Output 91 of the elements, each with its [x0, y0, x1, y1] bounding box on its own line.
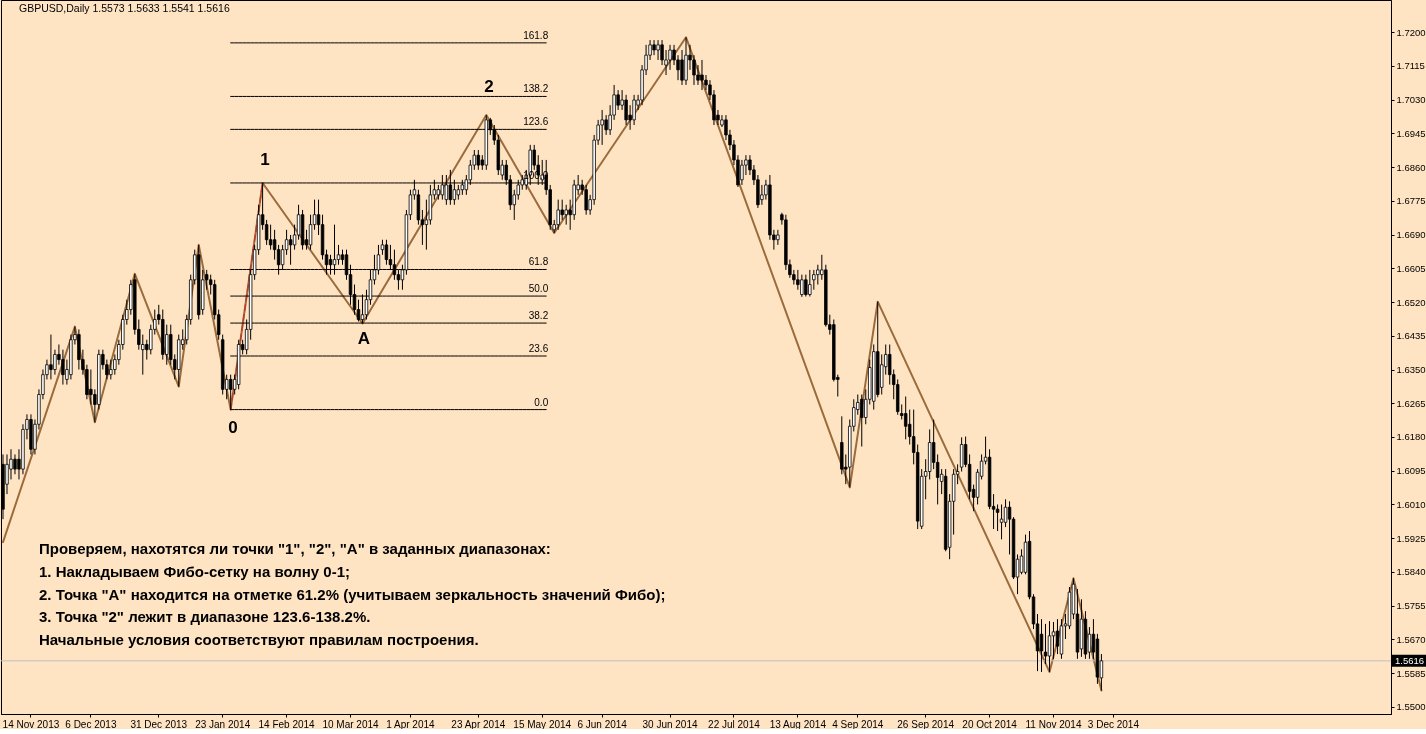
annotation: 2. Точка "A" находится на отметке 61.2% (учитываем зеркальность значений Фибо); — [39, 585, 666, 603]
y-tick-label: 1.7200 — [1396, 26, 1426, 38]
x-tick-label: 6 Jun 2014 — [577, 718, 628, 730]
x-tick-label: 30 Jun 2014 — [642, 718, 698, 730]
candlestick — [624, 94, 628, 126]
candlestick — [560, 199, 564, 221]
candlestick — [668, 44, 672, 71]
series-label: 61.8 — [528, 256, 549, 268]
x-tick-label: 31 Dec 2013 — [130, 718, 188, 730]
candlestick — [680, 49, 684, 86]
series-label: 23.6 — [528, 343, 549, 355]
candlestick — [1047, 620, 1052, 673]
y-tick-label: 1.6095 — [1396, 465, 1426, 477]
candlestick — [49, 334, 53, 380]
candlestick — [1055, 618, 1060, 655]
candlestick — [384, 239, 389, 266]
series-label: 0.0 — [534, 396, 549, 408]
annotation: 1 — [260, 150, 270, 169]
series-label: 123.6 — [523, 116, 549, 128]
candlestick — [700, 59, 704, 91]
y-tick-label: 1.6945 — [1396, 127, 1426, 139]
annotation: A — [357, 329, 371, 348]
chart-title: GBPUSD,Daily 1.5573 1.5633 1.5541 1.5616 — [19, 2, 230, 14]
annotation: 1. Накладываем Фибо-сетку на волну 0-1; — [39, 562, 350, 580]
y-tick-label: 1.6775 — [1396, 195, 1426, 207]
ref-line-label: 1.5616 — [1395, 654, 1425, 666]
candlestick — [268, 224, 273, 251]
annotation: 3. Точка "2" лежит в диапазоне 123.6-138.2%. — [39, 608, 371, 626]
y-tick-label: 1.6605 — [1396, 262, 1426, 274]
candlestick — [1043, 623, 1048, 665]
candlestick — [656, 39, 660, 61]
annotation: Проверяем, нахотятся ли точки "1", "2", "A" в заданных диапазонах: — [39, 540, 551, 557]
y-tick-label: 1.5670 — [1396, 633, 1426, 645]
x-tick-label: 15 May 2014 — [513, 718, 572, 730]
candlestick — [1051, 621, 1056, 660]
x-tick-label: 13 Aug 2014 — [769, 718, 827, 730]
candlestick — [652, 39, 656, 56]
annotation: Начальные условия соответствуют правилам построения. — [39, 631, 479, 649]
annotation: 0 — [228, 418, 238, 437]
y-tick-label: 1.6350 — [1396, 364, 1426, 375]
y-tick-label: 1.6265 — [1396, 397, 1426, 409]
y-tick-label: 1.5500 — [1396, 701, 1426, 713]
y-tick-label: 1.7115 — [1396, 60, 1425, 72]
x-tick-label: 3 Dec 2014 — [1087, 718, 1140, 730]
y-tick-label: 1.7030 — [1396, 94, 1426, 106]
y-tick-label: 1.6435 — [1396, 330, 1426, 342]
x-tick-label: 23 Jan 2014 — [195, 718, 251, 730]
series-label: 161.8 — [523, 29, 549, 41]
candlestick — [13, 453, 17, 475]
x-tick-label: 10 Mar 2014 — [322, 718, 379, 730]
x-tick-label: 23 Apr 2014 — [451, 718, 506, 730]
series-label: 138.2 — [523, 83, 549, 95]
candlestick — [564, 204, 568, 226]
candlestick — [999, 503, 1004, 540]
y-tick-label: 1.5585 — [1396, 667, 1426, 679]
candlestick — [816, 264, 820, 286]
series-label: 50.0 — [528, 283, 549, 295]
candlestick — [600, 109, 604, 146]
series-label: 38.2 — [528, 310, 549, 322]
x-tick-label: 20 Oct 2014 — [962, 718, 1018, 730]
y-tick-label: 1.6010 — [1396, 498, 1426, 510]
y-tick-label: 1.5925 — [1396, 532, 1426, 544]
candlestick — [959, 436, 964, 472]
candlestick — [584, 184, 588, 216]
y-tick-label: 1.5840 — [1396, 566, 1426, 578]
candlestick — [800, 274, 804, 298]
x-tick-label: 11 Nov 2014 — [1025, 718, 1082, 730]
candlestick — [860, 394, 864, 447]
y-tick-label: 1.6690 — [1396, 229, 1426, 241]
candlestick — [804, 274, 808, 297]
candlestick — [776, 229, 780, 246]
candlestick — [632, 94, 636, 126]
x-tick-label: 6 Dec 2013 — [65, 718, 117, 730]
x-tick-label: 14 Nov 2013 — [2, 718, 60, 730]
candlestick — [812, 269, 816, 291]
x-tick-label: 26 Sep 2014 — [897, 718, 955, 730]
x-tick-label: 4 Sep 2014 — [832, 718, 884, 730]
y-tick-label: 1.6520 — [1396, 296, 1426, 308]
candlestick — [796, 269, 800, 291]
candlestick — [808, 269, 812, 297]
x-tick-label: 1 Apr 2014 — [386, 718, 436, 730]
y-tick-label: 1.6860 — [1396, 161, 1426, 173]
candlestick — [556, 199, 560, 231]
x-tick-label: 22 Jul 2014 — [708, 718, 761, 730]
candlestick — [740, 159, 744, 186]
candlestick — [1039, 618, 1044, 673]
x-tick-label: 14 Feb 2014 — [258, 718, 316, 730]
annotation: 2 — [484, 77, 494, 96]
y-tick-label: 1.6180 — [1396, 431, 1426, 443]
candlestick — [288, 234, 293, 266]
y-tick-label: 1.5755 — [1396, 600, 1426, 612]
